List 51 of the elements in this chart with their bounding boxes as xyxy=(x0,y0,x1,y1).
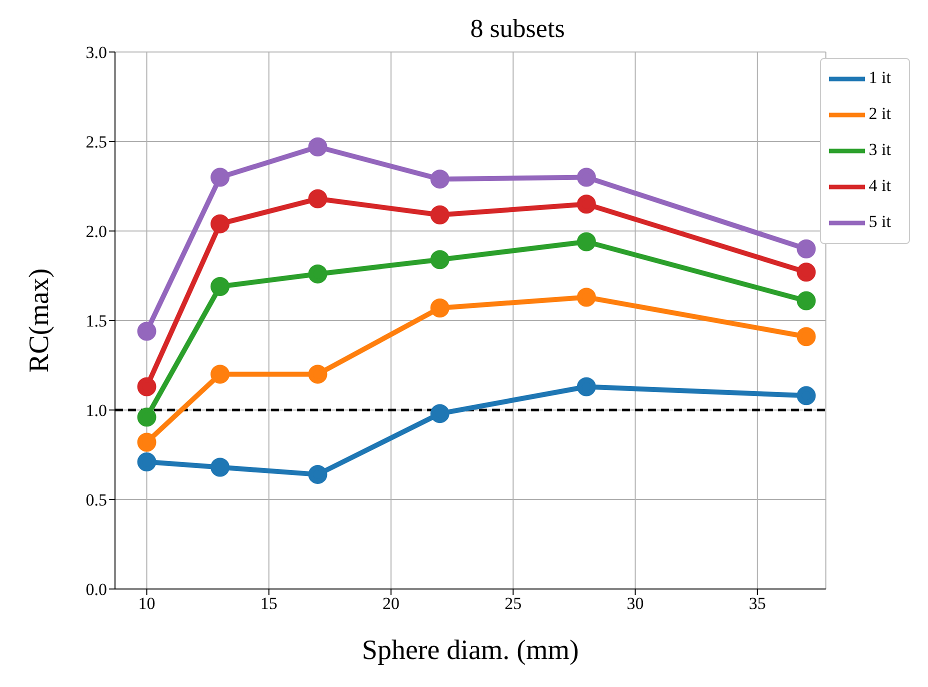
point xyxy=(576,194,596,214)
point xyxy=(210,364,230,384)
point xyxy=(308,189,328,208)
point xyxy=(796,327,816,346)
point xyxy=(576,232,596,252)
point xyxy=(137,377,156,396)
point xyxy=(796,262,816,282)
point xyxy=(430,250,450,270)
point xyxy=(796,291,816,310)
point xyxy=(576,377,596,396)
point xyxy=(210,168,230,187)
point xyxy=(137,452,156,472)
legend-label: 2 it xyxy=(868,104,891,123)
point xyxy=(137,408,156,427)
y-tick-label: 2.5 xyxy=(86,132,107,152)
x-tick-label: 15 xyxy=(260,594,278,614)
y-tick-label: 1.5 xyxy=(86,312,107,331)
x-tick-label: 30 xyxy=(626,594,644,614)
y-tick-label: 1.0 xyxy=(86,401,107,420)
x-tick-label: 20 xyxy=(382,594,400,614)
point xyxy=(308,137,328,156)
y-tick-label: 3.0 xyxy=(86,43,107,62)
chart-title: 8 subsets xyxy=(469,14,566,44)
point xyxy=(576,288,596,307)
point xyxy=(210,458,230,477)
point xyxy=(430,404,450,424)
point xyxy=(210,276,230,296)
point xyxy=(796,239,816,258)
legend-label: 3 it xyxy=(868,140,891,159)
point xyxy=(308,464,328,484)
y-tick-label: 0.0 xyxy=(86,580,107,600)
point xyxy=(430,170,450,189)
point xyxy=(308,264,328,284)
x-axis-title: Sphere diam. (mm) xyxy=(362,635,579,666)
y-tick-label: 2.0 xyxy=(86,222,107,242)
point xyxy=(430,205,450,224)
x-tick-label: 25 xyxy=(504,594,522,614)
point xyxy=(308,364,328,384)
y-tick-label: 0.5 xyxy=(86,490,107,510)
legend-label: 1 it xyxy=(868,68,891,87)
x-tick-label: 10 xyxy=(138,594,156,614)
point xyxy=(137,322,156,341)
point xyxy=(210,214,230,234)
y-axis-title: RC(max) xyxy=(24,268,55,373)
point xyxy=(137,432,156,452)
point xyxy=(796,386,816,406)
legend-label: 4 it xyxy=(868,176,891,195)
legend-label: 5 it xyxy=(868,212,891,231)
point xyxy=(430,298,450,318)
point xyxy=(576,168,596,187)
x-tick-label: 35 xyxy=(748,594,766,614)
